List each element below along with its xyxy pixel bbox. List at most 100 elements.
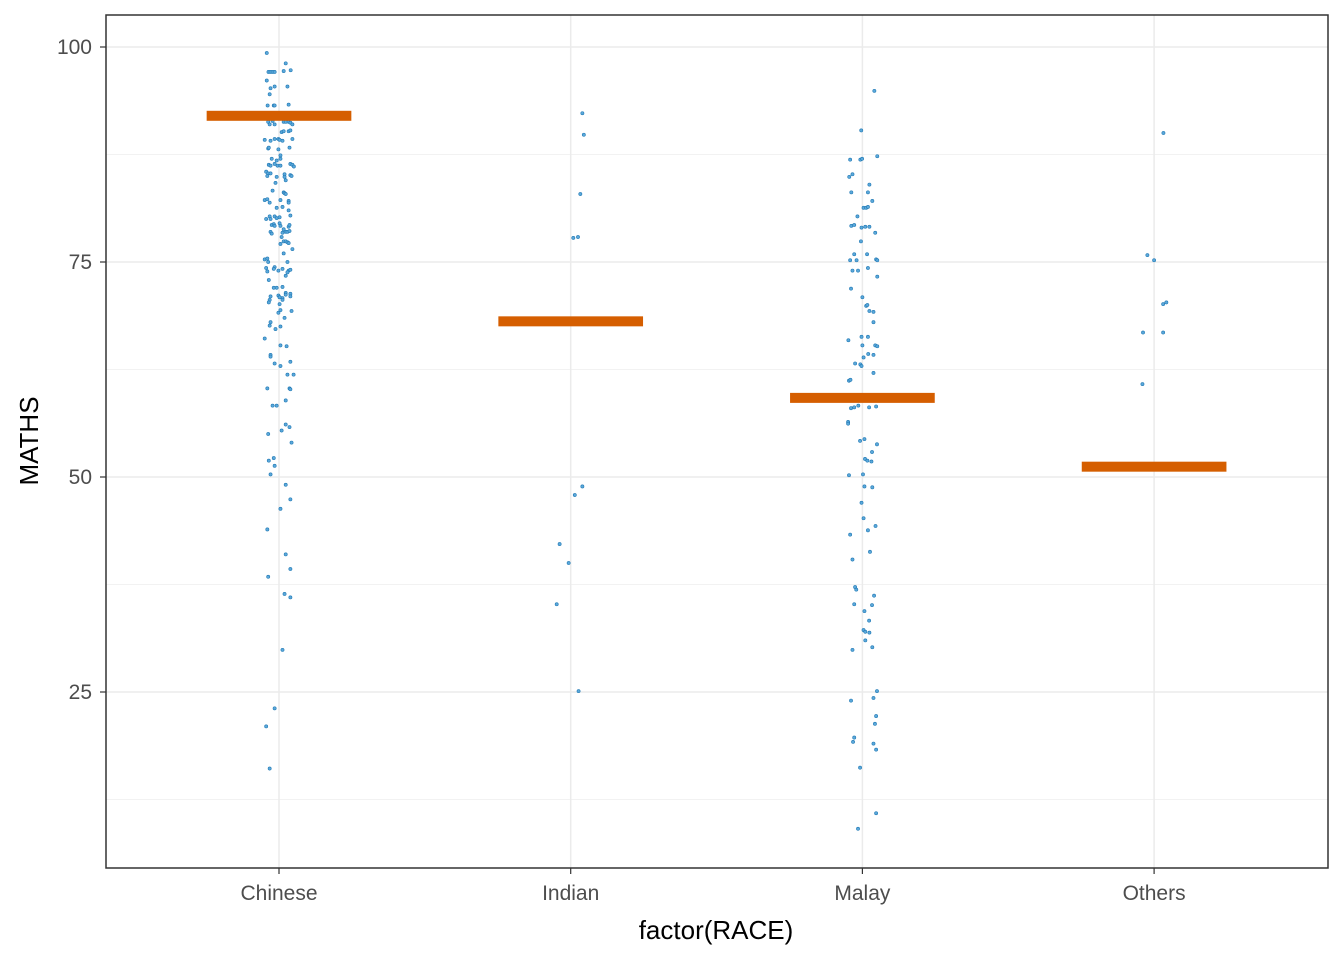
data-points (262, 51, 1169, 831)
data-point-indian (576, 689, 581, 694)
data-point-malay (874, 404, 879, 409)
median-bar-others (1081, 461, 1227, 472)
data-point-malay (853, 361, 858, 366)
data-point-malay (867, 182, 872, 187)
data-point-chinese (265, 103, 270, 108)
data-point-chinese (287, 223, 292, 227)
data-point-chinese (276, 310, 281, 315)
data-point-chinese (266, 300, 271, 305)
data-point-chinese (280, 647, 285, 652)
data-point-malay (859, 225, 864, 230)
data-point-indian (557, 542, 562, 546)
data-point-chinese (266, 278, 271, 282)
data-point-chinese (288, 128, 293, 133)
data-point-malay (862, 609, 867, 614)
data-point-chinese (268, 472, 273, 477)
data-point-malay (852, 223, 857, 227)
data-point-malay (871, 320, 876, 325)
data-point-malay (870, 450, 874, 454)
data-point-chinese (268, 217, 273, 221)
data-point-malay (865, 303, 870, 307)
data-point-malay (873, 230, 878, 235)
data-point-malay (856, 268, 860, 273)
data-point-chinese (265, 269, 270, 274)
data-point-others (1164, 300, 1169, 305)
data-point-chinese (266, 432, 271, 436)
data-point-chinese (274, 158, 279, 163)
data-point-chinese (271, 266, 276, 271)
data-point-chinese (284, 344, 289, 349)
data-point-chinese (272, 223, 277, 228)
data-point-chinese (290, 137, 295, 141)
data-point-chinese (286, 208, 291, 213)
plot-panel (106, 15, 1328, 868)
data-point-others (1145, 253, 1150, 258)
data-point-indian (576, 235, 580, 239)
data-point-malay (867, 224, 872, 229)
data-point-chinese (286, 102, 291, 107)
data-point-chinese (280, 297, 285, 302)
data-point-malay (874, 714, 879, 718)
data-point-chinese (285, 260, 290, 264)
data-point-chinese (268, 138, 273, 143)
data-point-malay (861, 472, 865, 477)
data-point-malay (866, 334, 870, 339)
data-point-chinese (280, 230, 285, 235)
data-point-malay (866, 528, 870, 533)
data-point-malay (849, 406, 853, 411)
data-point-chinese (278, 324, 283, 329)
data-point-chinese (278, 364, 283, 368)
data-point-malay (872, 593, 876, 598)
data-point-chinese (277, 295, 282, 300)
data-point-chinese (288, 497, 293, 502)
data-point-chinese (273, 327, 278, 331)
data-point-chinese (288, 359, 293, 364)
data-point-malay (869, 459, 874, 464)
data-point-malay (852, 252, 857, 257)
data-point-chinese (278, 308, 283, 313)
data-point-chinese (281, 69, 286, 73)
data-point-chinese (288, 267, 293, 272)
data-point-chinese (272, 162, 277, 166)
y-tick-label: 75 (69, 251, 92, 274)
data-point-malay (871, 371, 876, 375)
data-point-malay (871, 741, 876, 746)
data-point-malay (859, 334, 864, 339)
data-point-others (1161, 302, 1166, 307)
data-point-chinese (267, 200, 272, 205)
data-point-malay (874, 811, 879, 816)
y-axis-title: MATHS (14, 396, 44, 485)
data-point-chinese (278, 198, 283, 202)
data-point-chinese (269, 156, 274, 161)
data-point-malay (863, 638, 868, 643)
data-point-malay (861, 355, 866, 360)
data-point-malay (858, 438, 862, 443)
panel-border (105, 14, 1329, 869)
x-axis-ticks: Chinese Indian Malay Others (240, 868, 1186, 905)
data-point-chinese (283, 422, 288, 427)
data-point-chinese (269, 231, 274, 236)
data-point-malay (859, 500, 864, 505)
data-point-malay (875, 258, 880, 263)
data-point-malay (875, 689, 879, 694)
data-point-chinese (288, 567, 293, 571)
y-tick-label: 50 (69, 466, 92, 489)
data-point-malay (850, 172, 855, 177)
data-point-chinese (267, 122, 272, 127)
data-point-chinese (268, 354, 273, 359)
data-point-chinese (289, 309, 294, 313)
median-bar-malay (790, 392, 935, 403)
data-point-chinese (288, 213, 293, 218)
data-point-chinese (267, 92, 272, 97)
data-point-malay (866, 205, 870, 209)
data-point-malay (865, 458, 870, 463)
data-point-malay (860, 295, 865, 300)
data-point-malay (860, 343, 865, 348)
data-point-malay (860, 156, 865, 161)
data-point-malay (859, 364, 864, 368)
y-tick-label: 100 (57, 36, 92, 59)
data-point-chinese (265, 197, 270, 202)
data-point-chinese (283, 552, 288, 557)
data-point-malay (859, 128, 864, 133)
